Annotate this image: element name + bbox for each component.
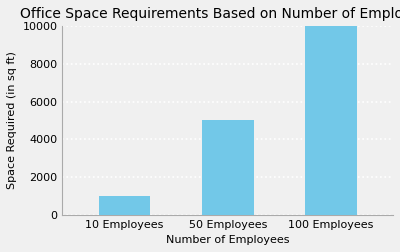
Bar (305, 26, 357, 215)
Title: Office Space Requirements Based on Number of Employees: Office Space Requirements Based on Numbe… (20, 7, 400, 21)
Y-axis label: Space Required (in sq ft): Space Required (in sq ft) (7, 51, 17, 190)
X-axis label: Number of Employees: Number of Employees (166, 235, 290, 245)
Bar (202, 120, 254, 215)
Bar (98, 196, 150, 215)
